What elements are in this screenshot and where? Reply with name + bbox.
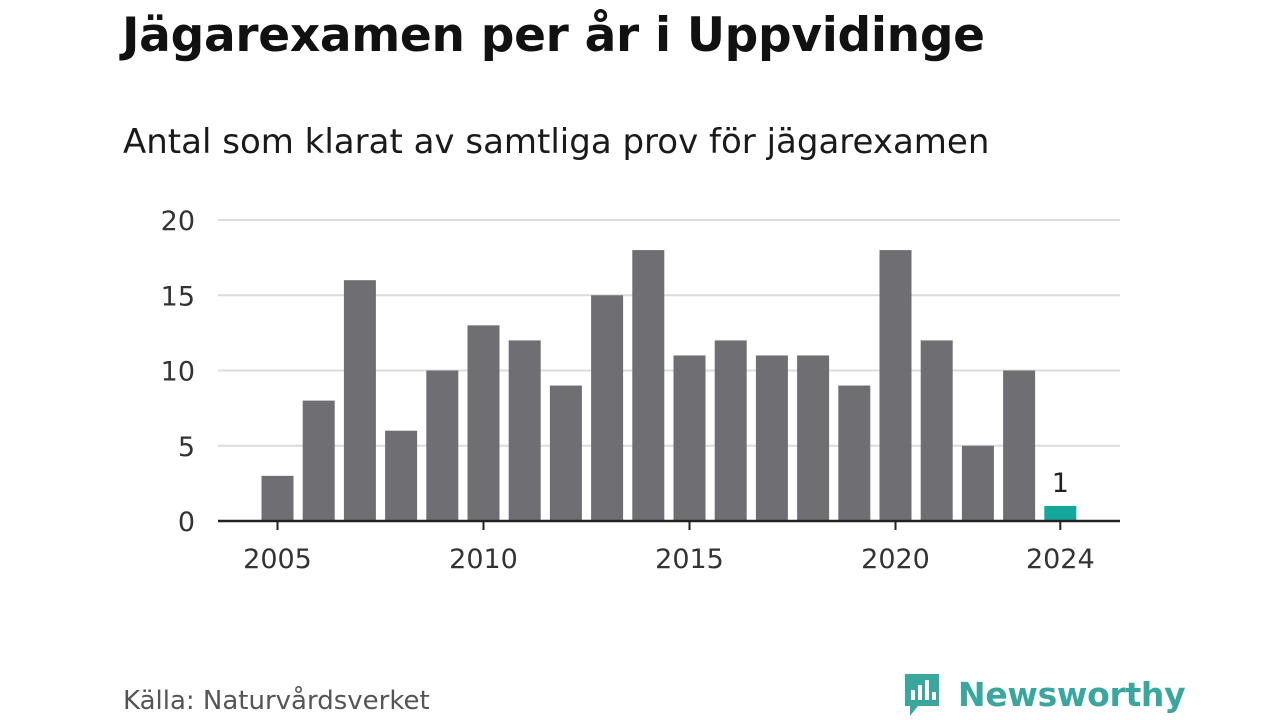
x-axis (218, 519, 1120, 530)
brand-name: Newsworthy (958, 674, 1186, 714)
x-tick-label: 2024 (1026, 544, 1095, 575)
x-tick-label: 2005 (243, 544, 312, 575)
x-tick-label: 2015 (655, 544, 724, 575)
bar (1044, 505, 1077, 521)
bar (343, 280, 376, 521)
chart-subtitle: Antal som klarat av samtliga prov för jä… (123, 122, 990, 162)
y-tick-label: 15 (161, 281, 195, 312)
brand-logo: Newsworthy (902, 670, 1186, 718)
bar (632, 250, 665, 521)
chart-title: Jägarexamen per år i Uppvidinge (122, 8, 985, 63)
y-tick-label: 0 (178, 507, 195, 538)
newsworthy-logo-icon (905, 674, 939, 716)
y-tick-label: 5 (178, 432, 195, 463)
source-note: Källa: Naturvårdsverket (123, 686, 430, 716)
bar (920, 340, 953, 521)
bar (961, 445, 994, 521)
bar (426, 370, 459, 521)
bar (261, 475, 294, 521)
tick-labels: 0 5 10 15 20 1 2005 2010 2015 2020 2024 (161, 206, 1095, 575)
bar (385, 430, 418, 521)
bar (467, 325, 500, 521)
x-tick-label: 2010 (449, 544, 518, 575)
bar (591, 295, 624, 521)
bar (302, 400, 335, 521)
bar (755, 355, 788, 521)
bar (549, 385, 582, 521)
bar (508, 340, 541, 521)
bar (797, 355, 830, 521)
bar (1003, 370, 1036, 521)
bar (714, 340, 747, 521)
y-tick-label: 10 (161, 357, 195, 388)
y-tick-label: 20 (161, 206, 195, 237)
bar (838, 385, 871, 521)
bar (673, 355, 706, 521)
bar (879, 250, 912, 521)
x-tick-label: 2020 (861, 544, 930, 575)
bars (261, 250, 1077, 521)
data-label: 1 (1052, 468, 1069, 499)
